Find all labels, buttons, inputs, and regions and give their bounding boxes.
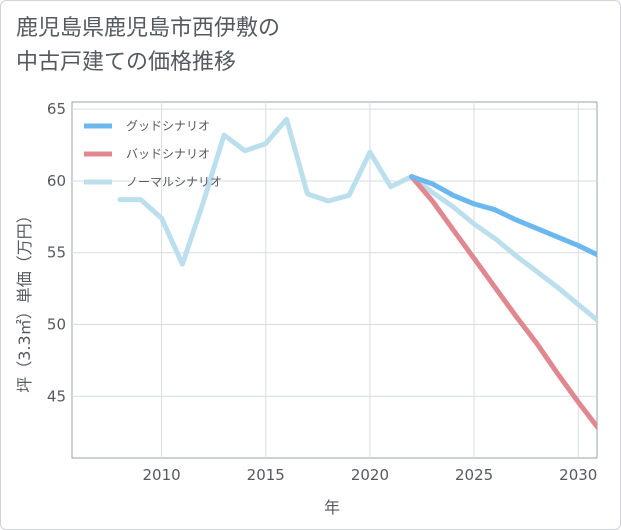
- chart-title-line-1: 鹿児島県鹿児島市西伊敷の: [16, 16, 281, 41]
- legend-label: グッドシナリオ: [126, 119, 210, 133]
- y-axis-ticks: 45 50 55 60 65: [47, 100, 66, 405]
- series-line-1: [409, 174, 597, 431]
- x-axis-ticks: 2010 2015 2020 2025 2030: [142, 466, 597, 484]
- x-tick-label: 2025: [455, 466, 493, 484]
- y-tick-label: 45: [47, 387, 66, 405]
- plot-area: [71, 101, 598, 459]
- x-tick-label: 2015: [247, 466, 285, 484]
- y-axis-label: 坪（3.3㎡）単価（万円）: [15, 207, 34, 392]
- chart-title: 鹿児島県鹿児島市西伊敷の 中古戸建ての価格推移: [16, 12, 280, 80]
- y-tick-label: 60: [47, 172, 66, 190]
- x-axis-label: 年: [324, 498, 340, 517]
- y-tick-label: 55: [47, 244, 66, 262]
- series-line-2: [117, 116, 597, 324]
- x-tick-label: 2030: [559, 466, 597, 484]
- series-lines: [117, 116, 597, 431]
- x-tick-label: 2010: [142, 466, 180, 484]
- x-tick-label: 2020: [351, 466, 389, 484]
- chart-title-line-2: 中古戸建ての価格推移: [16, 50, 237, 75]
- legend-label: バッドシナリオ: [126, 147, 210, 161]
- series-line-0: [409, 174, 597, 258]
- y-tick-label: 50: [47, 316, 66, 334]
- legend-label: ノーマルシナリオ: [126, 175, 222, 189]
- y-tick-label: 65: [47, 100, 66, 118]
